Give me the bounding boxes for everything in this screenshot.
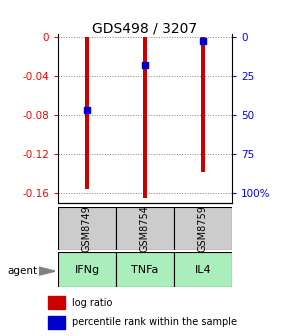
Bar (48, 296, 65, 309)
Text: percentile rank within the sample: percentile rank within the sample (72, 317, 238, 327)
Point (85, 108, 89, 113)
Point (201, 39, 205, 44)
FancyBboxPatch shape (58, 252, 116, 287)
Polygon shape (39, 267, 55, 275)
FancyBboxPatch shape (58, 207, 116, 250)
Text: agent: agent (7, 266, 37, 276)
FancyBboxPatch shape (116, 207, 174, 250)
Bar (201, 37, 205, 172)
Text: TNFa: TNFa (131, 265, 159, 275)
Bar (48, 316, 65, 329)
Text: GSM8754: GSM8754 (140, 205, 150, 252)
FancyBboxPatch shape (174, 207, 232, 250)
Text: GSM8749: GSM8749 (82, 205, 92, 252)
Bar (143, 37, 147, 198)
FancyBboxPatch shape (174, 252, 232, 287)
Text: GSM8759: GSM8759 (198, 205, 208, 252)
Text: IL4: IL4 (195, 265, 211, 275)
Bar (85, 37, 89, 188)
FancyBboxPatch shape (116, 252, 174, 287)
Point (143, 62, 147, 68)
Text: IFNg: IFNg (75, 265, 99, 275)
Text: GDS498 / 3207: GDS498 / 3207 (93, 22, 197, 36)
Text: log ratio: log ratio (72, 298, 113, 308)
